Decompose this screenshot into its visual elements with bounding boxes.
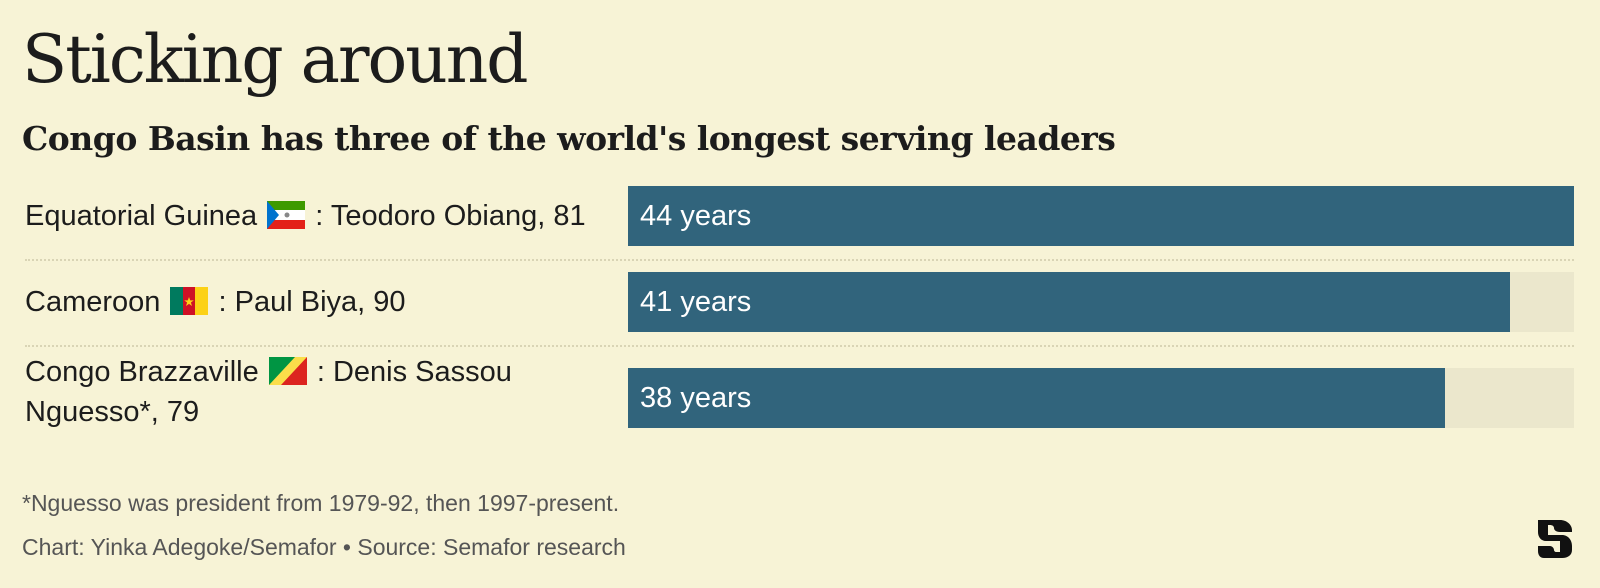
chart-subtitle: Congo Basin has three of the world's lon… xyxy=(22,119,1116,158)
category-label: Cameroon : Paul Biya, 90 xyxy=(25,282,615,322)
bar xyxy=(628,186,1574,246)
bar-value-label: 41 years xyxy=(640,286,752,318)
category-label: Equatorial Guinea : Teodoro Obiang, 81 xyxy=(25,196,615,236)
row-divider xyxy=(25,345,1574,347)
equatorial-guinea-flag-icon xyxy=(267,201,306,229)
leader-name: : Paul Biya, 90 xyxy=(218,286,406,318)
category-label: Congo Brazzaville : Denis Sassou Nguesso… xyxy=(25,352,545,432)
congo-flag-icon xyxy=(268,357,307,385)
bar xyxy=(628,272,1510,332)
bar xyxy=(628,368,1445,428)
bar-track: 38 years xyxy=(628,368,1574,428)
country-name: Cameroon xyxy=(25,286,161,318)
chart-title: Sticking around xyxy=(22,21,529,98)
bar-track: 44 years xyxy=(628,186,1574,246)
leader-name: : Denis Sassou Nguesso*, 79 xyxy=(25,356,512,428)
leader-name: : Teodoro Obiang, 81 xyxy=(315,200,586,232)
semafor-logo-icon xyxy=(1538,520,1572,558)
bar-value-label: 44 years xyxy=(640,200,752,232)
bar-track: 41 years xyxy=(628,272,1574,332)
bar-value-label: 38 years xyxy=(640,382,752,414)
row-divider xyxy=(25,259,1574,261)
cameroon-flag-icon xyxy=(170,287,209,315)
footnote: *Nguesso was president from 1979-92, the… xyxy=(22,490,620,516)
country-name: Equatorial Guinea xyxy=(25,200,258,232)
source-credit: Chart: Yinka Adegoke/Semafor • Source: S… xyxy=(22,534,626,560)
country-name: Congo Brazzaville xyxy=(25,356,259,388)
